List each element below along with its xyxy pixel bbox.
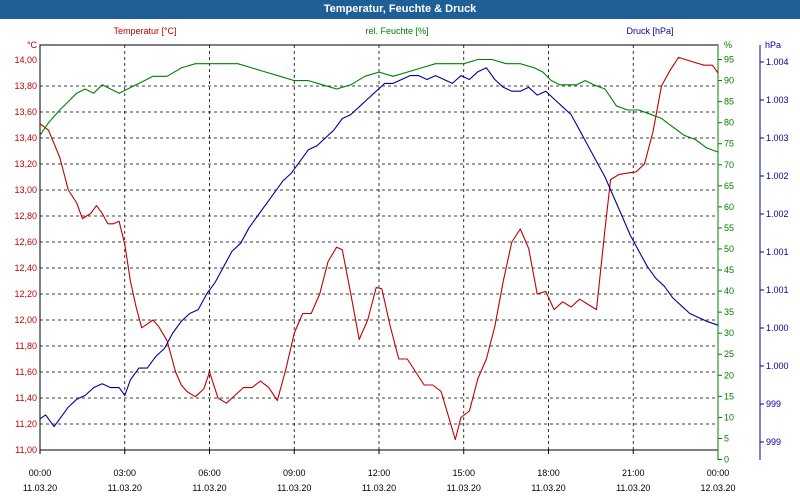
temperature-line [39, 56, 719, 441]
x-tick-label-date: 11.03.20 [192, 483, 226, 493]
left-tick-label: 12,40 [14, 263, 37, 273]
humidity-tick-label: 70 [724, 160, 734, 170]
pressure-axis-unit: hPa [765, 40, 781, 50]
humidity-tick-label: 20 [724, 370, 734, 380]
humidity-tick-label: 45 [724, 265, 734, 275]
pressure-tick-label: 1.003 [766, 95, 789, 105]
humidity-tick-label: 40 [724, 286, 734, 296]
humidity-tick-label: 75 [724, 139, 734, 149]
x-tick-label-time: 00:00 [707, 468, 730, 478]
pressure-tick-label: 1.000 [766, 361, 789, 371]
x-tick-label-date: 11.03.20 [616, 483, 650, 493]
x-tick-label-time: 00:00 [29, 468, 52, 478]
x-tick-label-time: 18:00 [537, 468, 560, 478]
x-tick-label-time: 06:00 [198, 468, 221, 478]
legend-humidity: rel. Feuchte [%] [365, 26, 428, 36]
humidity-tick-label: 30 [724, 328, 734, 338]
x-tick-label-time: 21:00 [622, 468, 645, 478]
humidity-tick-label: 80 [724, 118, 734, 128]
humidity-line [39, 58, 719, 153]
left-tick-label: 14,00 [14, 55, 37, 65]
pressure-tick-label: 999 [766, 399, 781, 409]
pressure-tick-label: 1.000 [766, 323, 789, 333]
left-tick-label: 11,60 [15, 367, 37, 377]
pressure-tick-label: 1.002 [766, 209, 789, 219]
humidity-tick-label: 35 [724, 307, 734, 317]
pressure-tick-label: 1.003 [766, 133, 789, 143]
humidity-tick-label: 10 [724, 412, 734, 422]
humidity-tick-label: 5 [724, 433, 729, 443]
humidity-tick-label: 15 [724, 391, 734, 401]
pressure-tick-label: 1.002 [766, 171, 789, 181]
left-tick-label: 11,20 [15, 419, 37, 429]
humidity-tick-label: 25 [724, 349, 734, 359]
x-tick-label-date: 11.03.20 [447, 483, 481, 493]
x-tick-label-date: 11.03.20 [23, 483, 57, 493]
pressure-tick-label: 1.001 [766, 247, 789, 257]
humidity-tick-label: 95 [724, 55, 734, 65]
left-tick-label: 13,20 [14, 159, 37, 169]
left-tick-label: 13,00 [14, 185, 37, 195]
humidity-tick-label: 50 [724, 244, 734, 254]
humidity-axis-unit: % [724, 40, 732, 50]
left-tick-label: 13,80 [14, 81, 37, 91]
left-tick-label: 13,60 [14, 107, 37, 117]
left-tick-label: 12,20 [14, 289, 37, 299]
left-tick-label: 12,60 [14, 237, 37, 247]
x-tick-label-date: 12.03.20 [700, 483, 735, 493]
x-tick-label-time: 12:00 [368, 468, 391, 478]
left-axis-unit: °C [27, 40, 38, 50]
left-tick-label: 13,40 [14, 133, 37, 143]
humidity-tick-label: 55 [724, 223, 734, 233]
humidity-tick-label: 90 [724, 76, 734, 86]
humidity-tick-label: 65 [724, 181, 734, 191]
x-tick-label-date: 11.03.20 [108, 483, 142, 493]
x-tick-label-date: 11.03.20 [531, 483, 565, 493]
pressure-tick-label: 1.001 [766, 285, 789, 295]
x-tick-label-date: 11.03.20 [277, 483, 311, 493]
left-tick-label: 11,00 [15, 445, 37, 455]
x-tick-label-time: 15:00 [452, 468, 475, 478]
left-tick-label: 11,40 [15, 393, 37, 403]
left-tick-label: 11,80 [15, 341, 37, 351]
x-tick-label-time: 03:00 [113, 468, 136, 478]
pressure-line [39, 67, 719, 428]
x-tick-label-time: 09:00 [283, 468, 306, 478]
pressure-tick-label: 1.004 [766, 57, 789, 67]
legend-temperature: Temperatur [°C] [113, 26, 176, 36]
chart-title: Temperatur, Feuchte & Druck [0, 0, 800, 19]
left-tick-label: 12,80 [14, 211, 37, 221]
pressure-tick-label: 999 [766, 437, 781, 447]
humidity-tick-label: 60 [724, 202, 734, 212]
humidity-tick-label: 85 [724, 97, 734, 107]
legend-pressure: Druck [hPa] [626, 26, 673, 36]
x-tick-label-date: 11.03.20 [362, 483, 396, 493]
left-tick-label: 12,00 [14, 315, 37, 325]
humidity-tick-label: 0 [724, 455, 729, 465]
